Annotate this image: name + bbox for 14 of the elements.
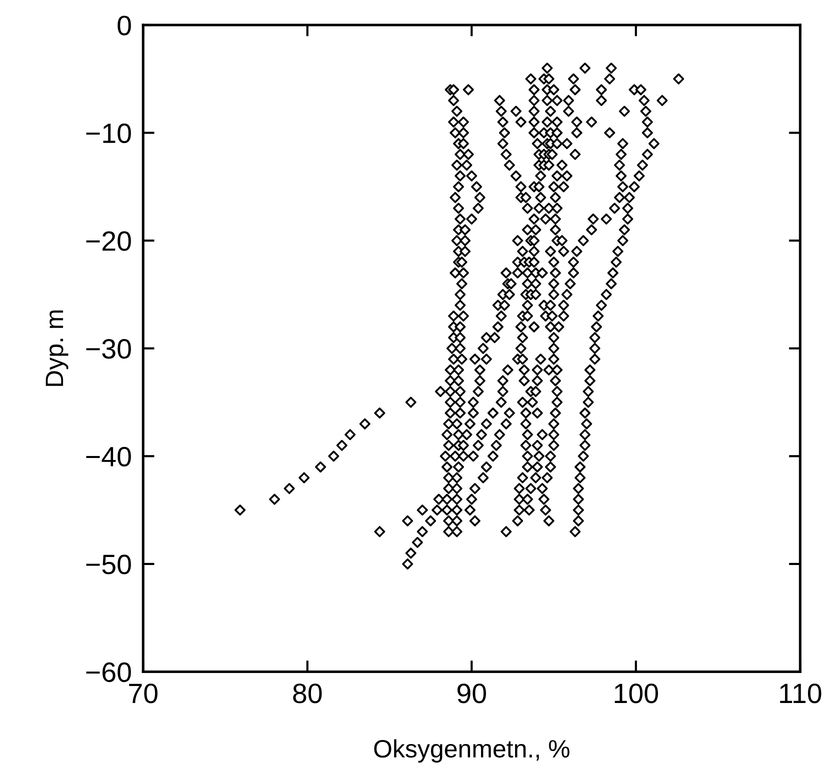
x-tick-label: 90 bbox=[458, 684, 486, 704]
y-tick-label: −50 bbox=[86, 554, 131, 574]
y-tick-label: −40 bbox=[86, 446, 131, 467]
y-tick-label: 0 bbox=[118, 16, 131, 36]
y-tick-label: −20 bbox=[86, 231, 131, 251]
y-axis-title: Dyp. m bbox=[46, 310, 68, 386]
x-tick-label: 100 bbox=[614, 684, 658, 704]
x-tick-label: 80 bbox=[293, 684, 322, 704]
x-tick-label: 110 bbox=[780, 684, 822, 704]
x-axis-title: Oksygenmetn., % bbox=[374, 739, 570, 763]
y-tick-label: −30 bbox=[86, 339, 131, 359]
y-tick-label: −60 bbox=[86, 662, 131, 682]
x-tick-label: 70 bbox=[129, 684, 158, 704]
y-tick-label: −10 bbox=[86, 123, 131, 144]
